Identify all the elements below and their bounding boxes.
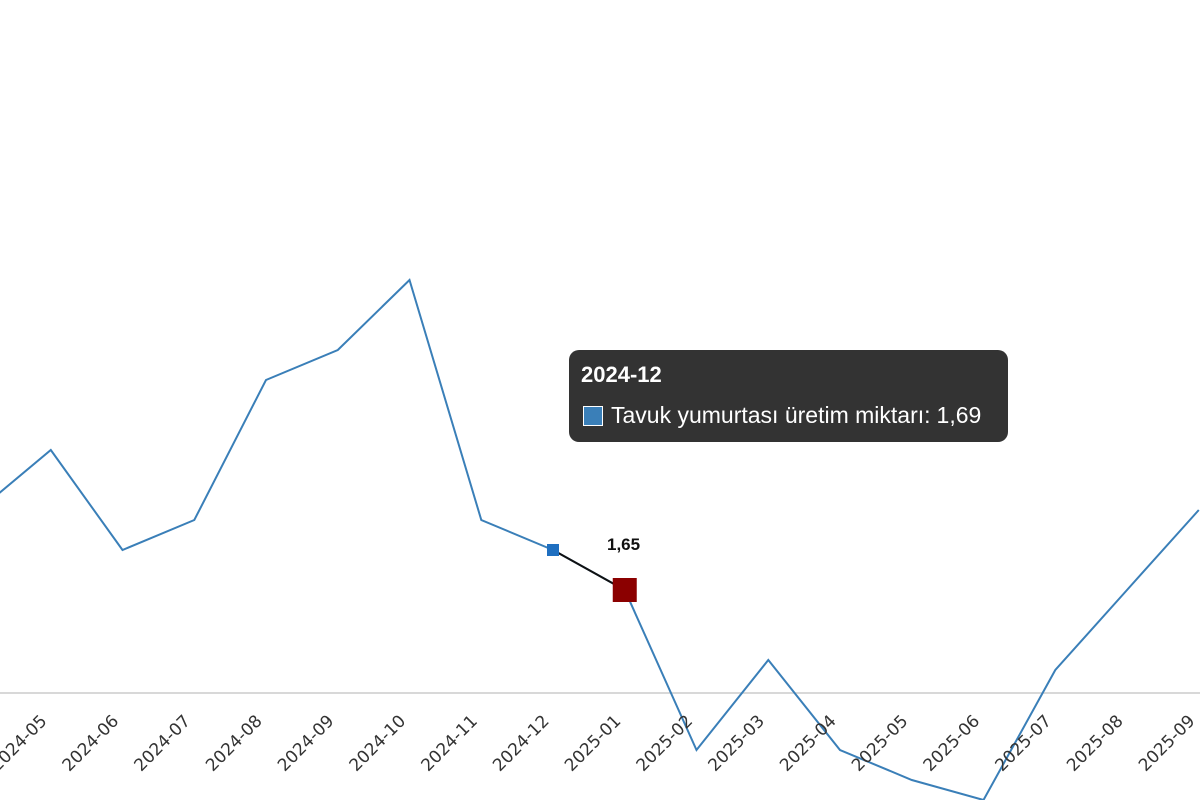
x-tick-label: 2024-12	[489, 711, 553, 775]
x-tick-label: 2024-07	[130, 711, 194, 775]
x-tick-label: 2025-04	[776, 711, 840, 775]
x-tick-label: 2025-07	[991, 711, 1055, 775]
selected-point-marker[interactable]	[612, 578, 637, 602]
tooltip-title: 2024-12	[581, 362, 662, 387]
x-tick-label: 2024-08	[202, 711, 266, 775]
tooltip-value: 1,69	[936, 402, 982, 428]
x-tick-label: 2024-09	[274, 711, 338, 775]
x-tick-label: 2024-10	[346, 711, 410, 775]
tooltip-separator: :	[924, 402, 931, 428]
chart-tooltip: 2024-12 Tavuk yumurtası üretim miktarı :…	[569, 350, 1008, 442]
x-tick-label: 2024-11	[417, 711, 481, 775]
x-tick-label: 2025-03	[704, 711, 768, 775]
point-value-label: 1,65	[607, 535, 640, 554]
tooltip-row: Tavuk yumurtası üretim miktarı : 1,69	[583, 402, 981, 429]
x-axis-ticks: 2024-05 2024-06 2024-07 2024-08 2024-09 2024-…	[0, 711, 1199, 775]
x-tick-label: 2024-06	[59, 711, 123, 775]
x-tick-label: 2025-06	[920, 711, 984, 775]
highlighted-point-marker[interactable]	[547, 544, 559, 556]
tooltip-series-name: Tavuk yumurtası üretim miktarı	[611, 402, 925, 428]
x-tick-label: 2025-01	[561, 711, 625, 775]
tooltip-series-swatch	[583, 405, 603, 426]
x-tick-label: 2025-02	[633, 711, 697, 775]
x-tick-label: 2025-08	[1063, 711, 1127, 775]
x-tick-label: 2024-05	[0, 711, 51, 775]
highlight-marks: 1,65	[547, 535, 640, 602]
x-tick-label: 2025-09	[1135, 711, 1199, 775]
